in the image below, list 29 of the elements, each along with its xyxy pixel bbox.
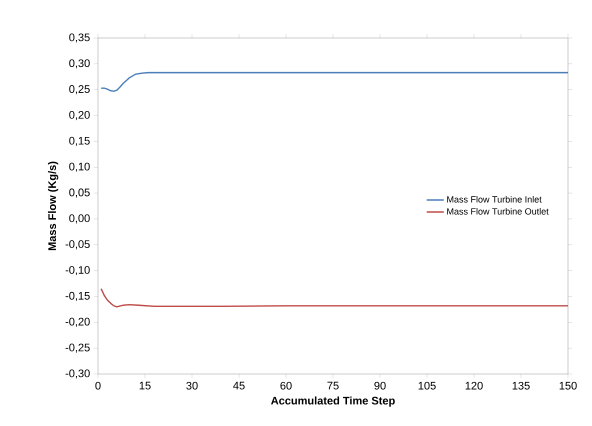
y-tick-label: 0,00	[69, 214, 90, 224]
x-tick-label: 15	[140, 382, 151, 390]
y-tick-label: -0,20	[66, 318, 90, 327]
y-tick-label: 0,30	[69, 59, 90, 68]
legend-label: Mass Flow Turbine Inlet	[447, 196, 542, 203]
x-tick-label: 75	[327, 382, 339, 390]
legend-label: Mass Flow Turbine Outlet	[447, 208, 549, 215]
x-tick-label: 45	[233, 382, 245, 390]
x-tick-label: 150	[560, 382, 577, 390]
x-tick-label: 120	[466, 382, 483, 390]
y-axis-title: Mass Flow (Kg/s)	[48, 162, 58, 250]
y-tick-label: -0,10	[66, 266, 90, 276]
x-tick-label: 60	[280, 382, 292, 390]
y-tick-label: -0,30	[66, 369, 90, 379]
x-tick-label: 30	[186, 382, 198, 390]
y-tick-label: -0,25	[66, 344, 90, 353]
x-tick-label: 105	[418, 382, 436, 390]
x-tick-label: 90	[374, 382, 386, 390]
y-tick-label: 0,20	[69, 111, 90, 120]
y-tick-label: -0,05	[66, 240, 90, 250]
y-tick-label: 0,25	[69, 85, 90, 94]
x-axis-title: Accumulated Time Step	[271, 396, 395, 407]
y-tick-label: -0,15	[66, 292, 90, 302]
y-tick-label: 0,35	[69, 33, 90, 43]
y-tick-label: 0,15	[69, 136, 90, 146]
y-tick-label: 0,10	[69, 162, 90, 172]
y-tick-label: 0,05	[69, 188, 90, 198]
x-tick-label: 135	[512, 382, 530, 390]
x-tick-label: 0	[95, 382, 101, 390]
